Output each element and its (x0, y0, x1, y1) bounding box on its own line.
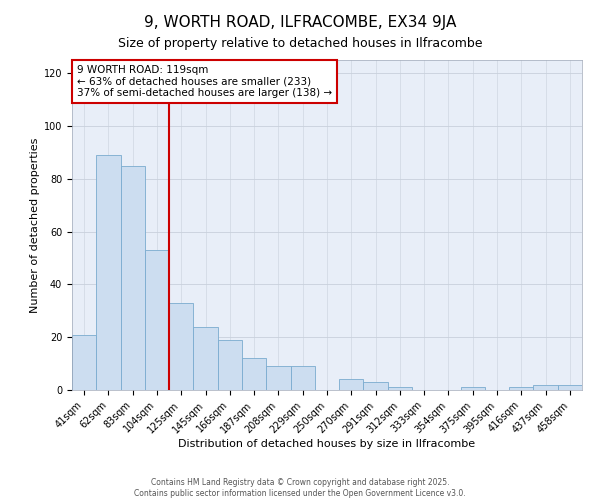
Text: Contains HM Land Registry data © Crown copyright and database right 2025.
Contai: Contains HM Land Registry data © Crown c… (134, 478, 466, 498)
Bar (339, 380, 364, 390)
Bar (461, 388, 485, 390)
Text: 9 WORTH ROAD: 119sqm
← 63% of detached houses are smaller (233)
37% of semi-deta: 9 WORTH ROAD: 119sqm ← 63% of detached h… (77, 65, 332, 98)
Bar (558, 384, 582, 390)
Bar (96, 155, 121, 390)
Bar (169, 303, 193, 390)
Bar (121, 166, 145, 390)
X-axis label: Distribution of detached houses by size in Ilfracombe: Distribution of detached houses by size … (178, 439, 476, 449)
Bar (266, 366, 290, 390)
Text: 9, WORTH ROAD, ILFRACOMBE, EX34 9JA: 9, WORTH ROAD, ILFRACOMBE, EX34 9JA (144, 15, 456, 30)
Bar (388, 388, 412, 390)
Bar (242, 358, 266, 390)
Bar (290, 366, 315, 390)
Y-axis label: Number of detached properties: Number of detached properties (29, 138, 40, 312)
Bar (193, 326, 218, 390)
Bar (218, 340, 242, 390)
Bar (72, 334, 96, 390)
Bar (145, 250, 169, 390)
Bar (509, 388, 533, 390)
Text: Size of property relative to detached houses in Ilfracombe: Size of property relative to detached ho… (118, 38, 482, 51)
Bar (364, 382, 388, 390)
Bar (533, 384, 558, 390)
